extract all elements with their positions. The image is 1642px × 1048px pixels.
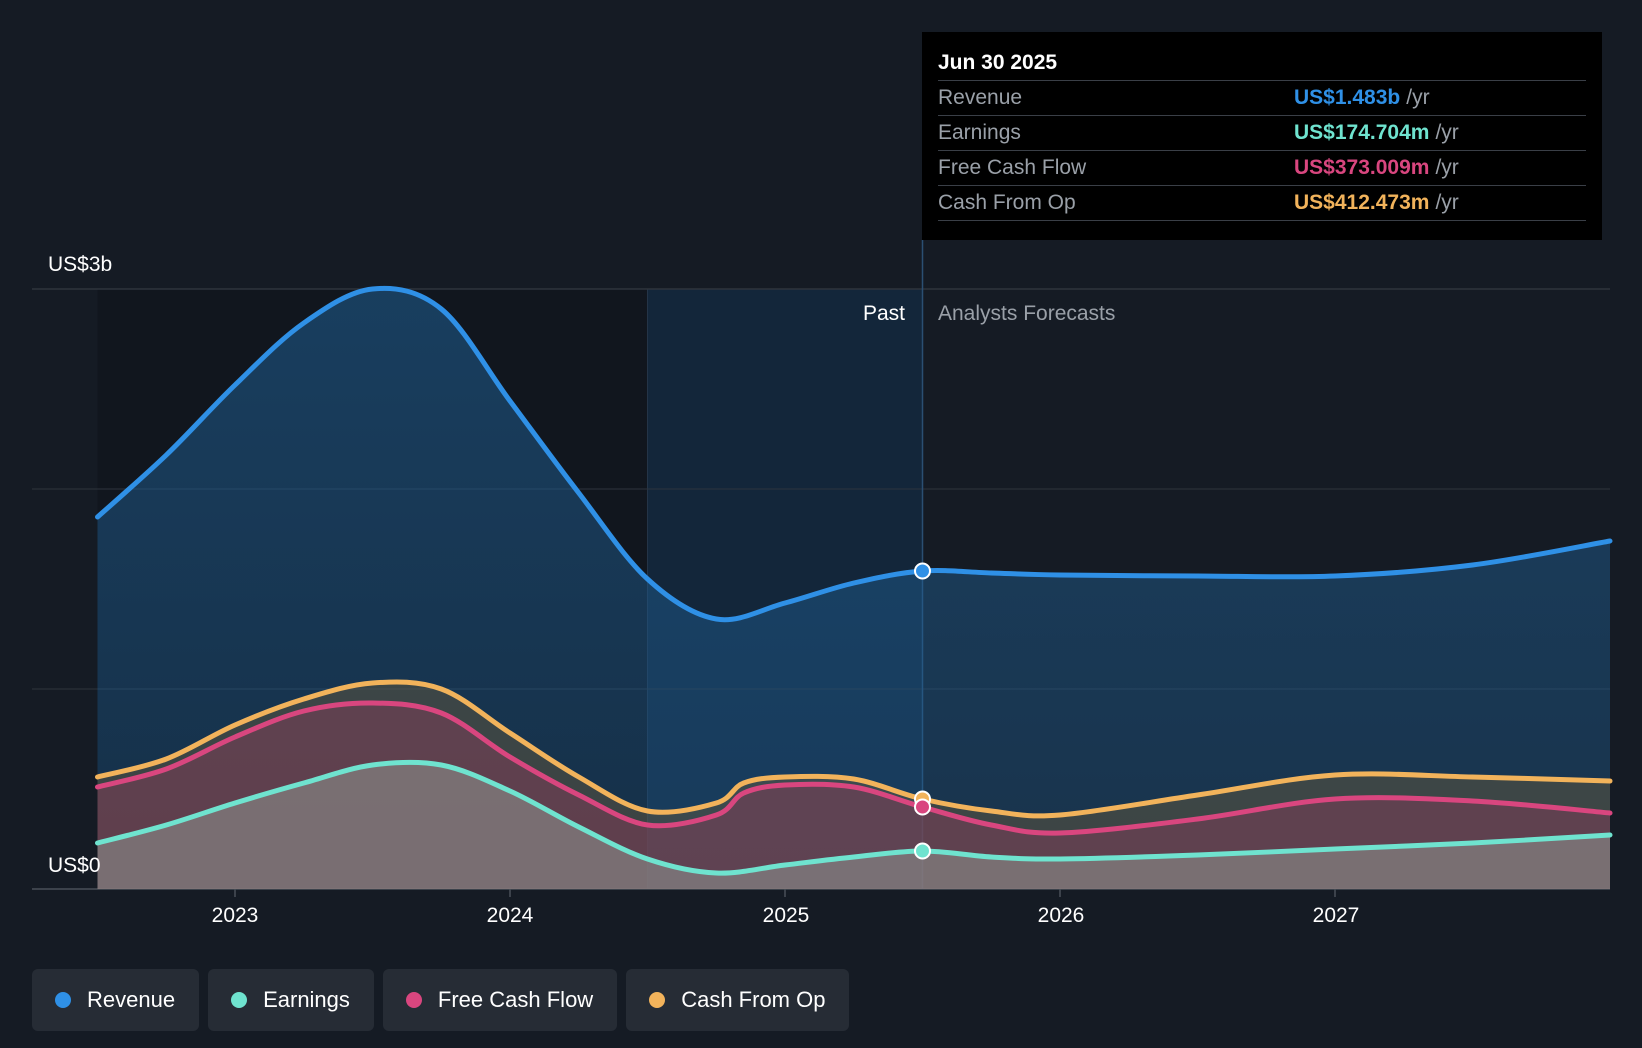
line-cash-from-op <box>95 679 1613 819</box>
tooltip-label: Earnings <box>938 121 1021 144</box>
legend-label: Revenue <box>87 987 176 1012</box>
legend-item-earnings[interactable]: Earnings <box>208 969 374 1031</box>
legend-dot-icon <box>405 992 422 1008</box>
legend-item-cash-from-op[interactable]: Cash From Op <box>626 969 850 1031</box>
forecast-label: Analysts Forecasts <box>938 302 1115 325</box>
legend-label: Cash From Op <box>681 987 826 1012</box>
marker-free-cash-flow[interactable] <box>914 798 931 816</box>
tooltip-date: Jun 30 2025 <box>938 46 1586 81</box>
tooltip-value-revenue: US$1.483b <box>1294 86 1401 109</box>
legend-dot-icon <box>55 992 71 1008</box>
legend-item-revenue[interactable]: Revenue <box>32 969 200 1031</box>
tooltip: Jun 30 2025 Revenue US$1.483b /yr Earnin… <box>922 32 1602 240</box>
tooltip-value-cash-from-op: US$412.473m <box>1294 191 1430 214</box>
tooltip-unit: /yr <box>1406 86 1430 109</box>
y-bottom-label: US$0 <box>48 854 101 877</box>
tooltip-row-free-cash-flow: Free Cash Flow US$373.009m /yr <box>938 151 1586 186</box>
line-free-cash-flow <box>95 700 1613 836</box>
legend-dot-icon <box>231 992 248 1008</box>
line-earnings <box>95 759 1613 876</box>
marker-revenue[interactable] <box>914 562 931 580</box>
tooltip-label: Cash From Op <box>938 191 1076 214</box>
legend: Revenue Earnings Free Cash Flow Cash Fro… <box>32 969 858 1031</box>
tooltip-value-earnings: US$174.704m <box>1294 121 1430 144</box>
tooltip-unit: /yr <box>1435 156 1459 179</box>
legend-label: Earnings <box>263 987 350 1012</box>
marker-earnings[interactable] <box>914 842 931 860</box>
area-earnings <box>97 762 1610 889</box>
past-label: Past <box>863 302 905 325</box>
tooltip-unit: /yr <box>1435 121 1459 144</box>
tooltip-unit: /yr <box>1435 191 1459 214</box>
x-tick-label: 2027 <box>1313 904 1360 927</box>
tooltip-label: Free Cash Flow <box>938 156 1087 179</box>
x-tick-label: 2026 <box>1038 904 1085 927</box>
tooltip-value-free-cash-flow: US$373.009m <box>1294 156 1430 179</box>
legend-dot-icon <box>649 992 666 1008</box>
tooltip-label: Revenue <box>938 86 1023 109</box>
tooltip-row-revenue: Revenue US$1.483b /yr <box>938 81 1586 116</box>
legend-label: Free Cash Flow <box>437 987 594 1012</box>
legend-item-free-cash-flow[interactable]: Free Cash Flow <box>382 969 618 1031</box>
area-free-cash-flow <box>97 702 1610 889</box>
x-tick-label: 2023 <box>212 904 259 927</box>
x-tick-label: 2024 <box>487 904 534 927</box>
area-revenue <box>97 288 1610 889</box>
tooltip-row-earnings: Earnings US$174.704m /yr <box>938 116 1586 151</box>
line-revenue <box>95 285 1613 623</box>
y-top-label: US$3b <box>48 253 112 276</box>
tooltip-row-cash-from-op: Cash From Op US$412.473m /yr <box>938 186 1586 221</box>
x-tick-label: 2025 <box>763 904 810 927</box>
